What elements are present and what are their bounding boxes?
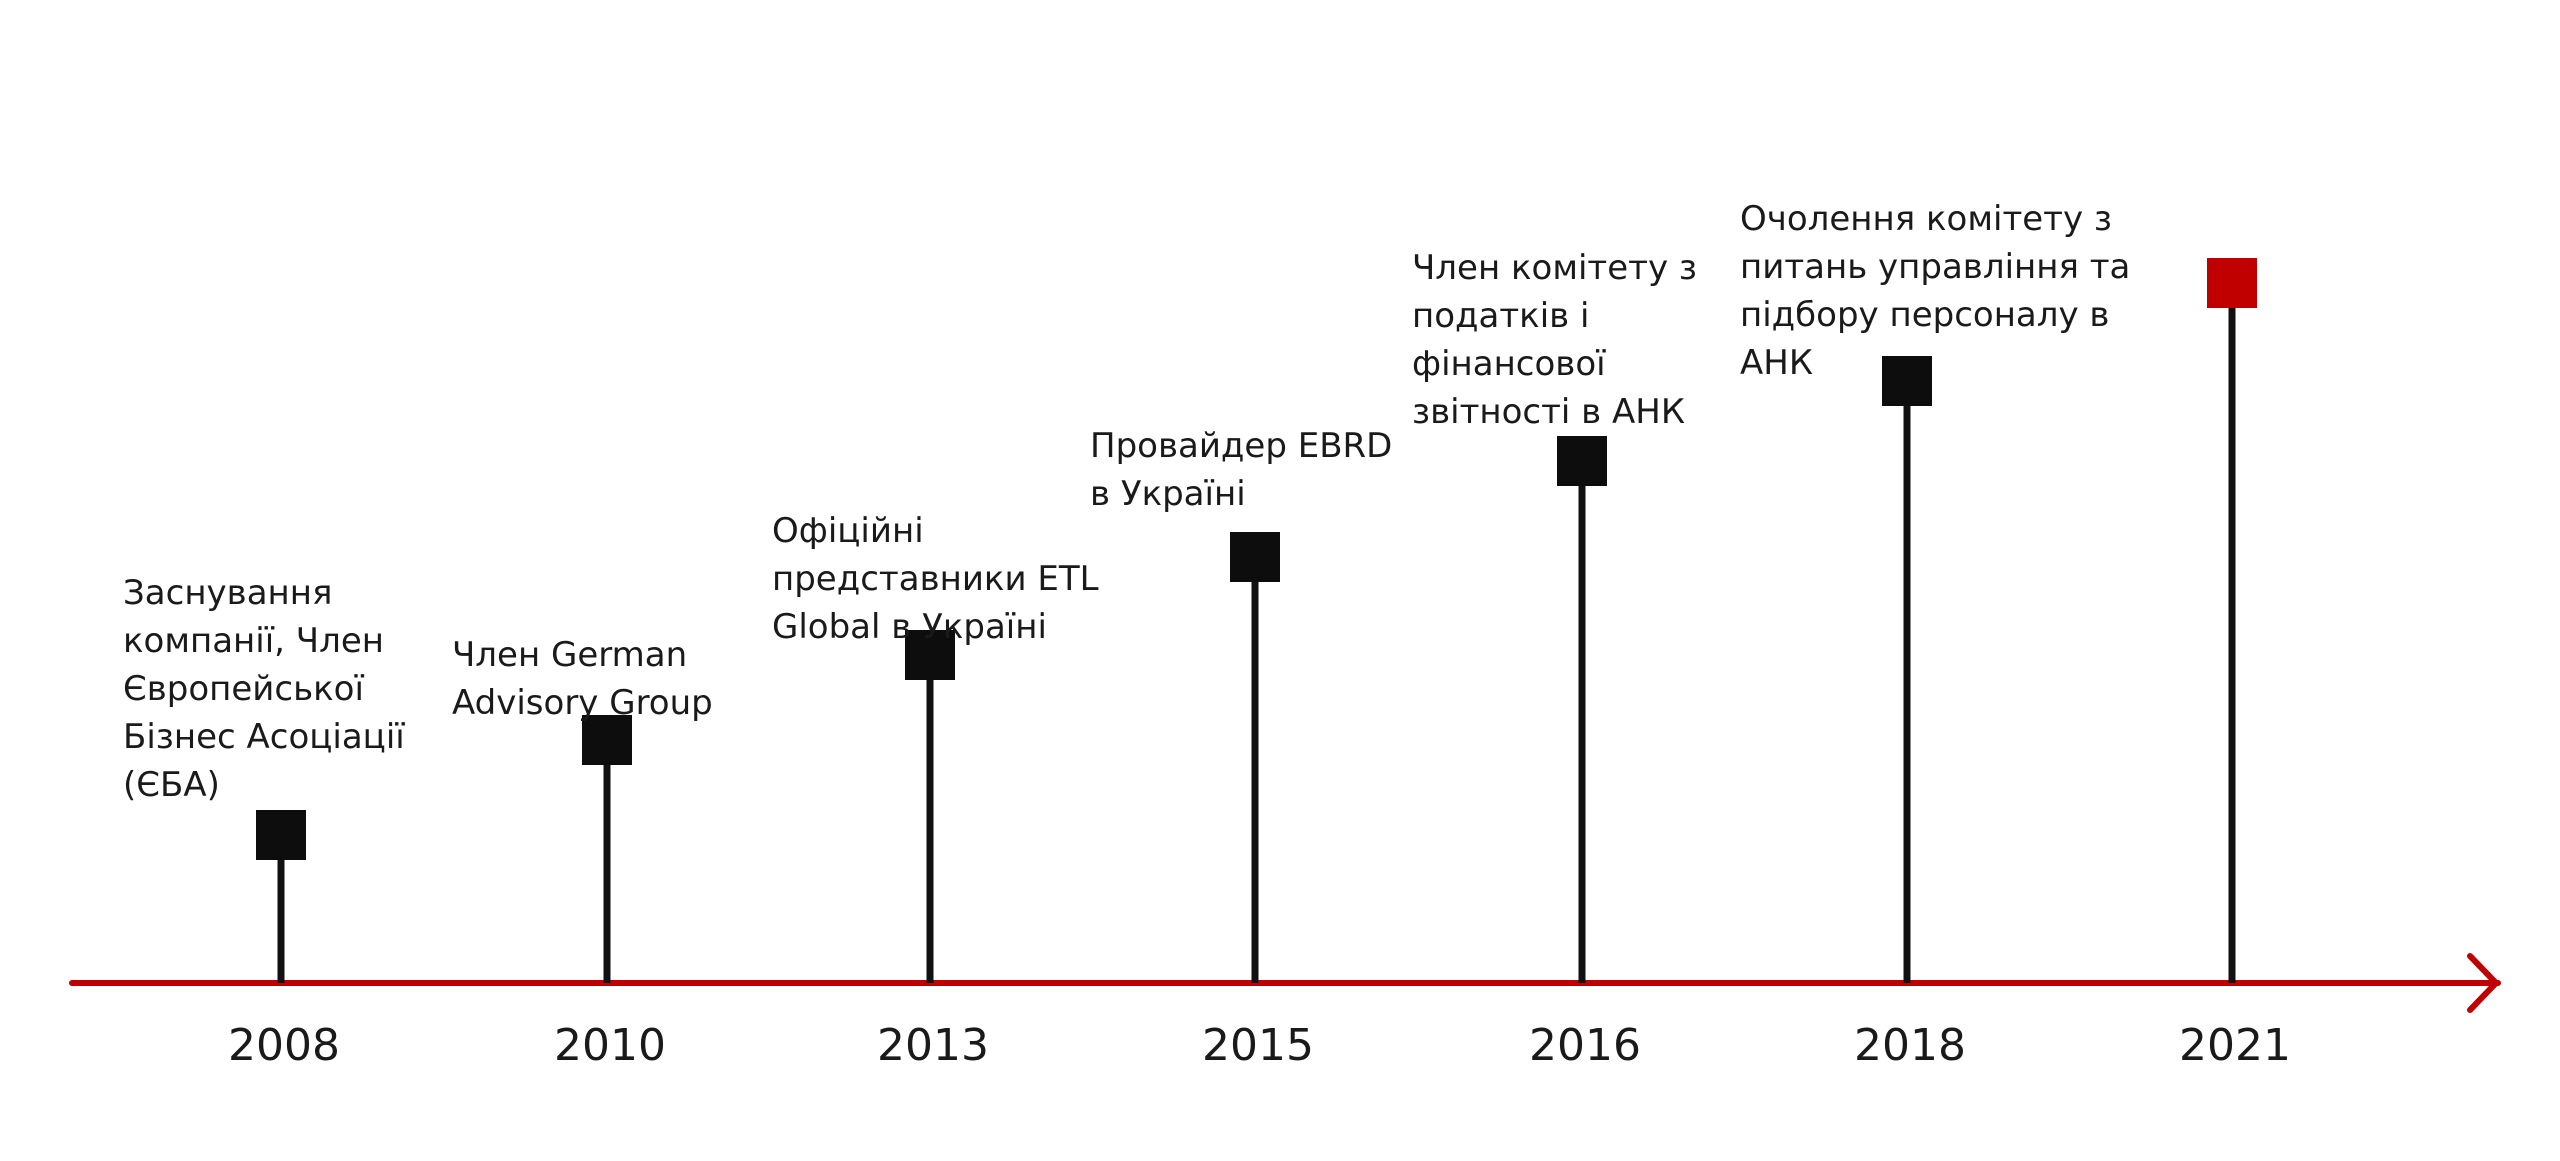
milestone-year: 2021 — [2179, 1020, 2291, 1071]
milestone-2015: Провайдер EBRD в Україні 2015 — [1090, 426, 1392, 1071]
milestone-2010: Член German Advisory Group 2010 — [452, 635, 713, 1071]
milestone-description-line: Офіційні — [772, 511, 924, 551]
milestone-description-line: АНК — [1740, 343, 1813, 383]
milestone-marker — [1882, 356, 1932, 406]
milestone-year: 2013 — [877, 1020, 989, 1071]
milestone-marker — [582, 715, 632, 765]
milestone-2013: Офіційні представники ETL Global в Україні… — [772, 511, 1099, 1071]
milestone-marker — [256, 810, 306, 860]
milestone-marker — [2207, 258, 2257, 308]
milestone-description: Офіційні представники ETL Global в Україні — [772, 511, 1099, 647]
milestone-year: 2018 — [1854, 1020, 1966, 1071]
milestone-marker — [1230, 532, 1280, 582]
milestone-year: 2010 — [554, 1020, 666, 1071]
milestone-2008: Заснування компанії, Член Європейської Бізн… — [123, 573, 405, 1071]
milestone-description-line: Провайдер EBRD — [1090, 426, 1392, 466]
milestone-2021: 2021 — [2179, 258, 2291, 1071]
milestone-description-line: Член комітету з — [1412, 248, 1697, 288]
milestone-description-line: звітності в АНК — [1412, 392, 1685, 432]
milestone-description-line: Advisory Group — [452, 683, 713, 723]
timeline-axis-arrowhead-icon — [2467, 953, 2499, 1013]
milestone-year: 2008 — [228, 1020, 340, 1071]
milestone-description-line: Очолення комітету з — [1740, 199, 2112, 239]
milestone-year: 2016 — [1529, 1020, 1641, 1071]
milestone-description: Член комітету з податків і фінансової звітн… — [1412, 248, 1697, 432]
milestone-description: Провайдер EBRD в Україні — [1090, 426, 1392, 514]
milestone-description-line: Заснування — [123, 573, 332, 613]
milestone-description: Член German Advisory Group — [452, 635, 713, 723]
milestone-description-line: Європейської — [123, 669, 364, 709]
milestone-description-line: податків і — [1412, 296, 1589, 336]
milestone-description-line: компанії, Член — [123, 621, 384, 661]
milestone-marker — [1557, 436, 1607, 486]
milestone-year: 2015 — [1202, 1020, 1314, 1071]
milestone-description: Очолення комітету з питань управління та п… — [1740, 199, 2130, 383]
milestone-description-line: підбору персоналу в — [1740, 295, 2109, 335]
milestone-description-line: Global в Україні — [772, 607, 1047, 647]
milestone-description-line: в Україні — [1090, 474, 1246, 514]
milestone-2018: Очолення комітету з питань управління та п… — [1740, 199, 2130, 1071]
milestones-group: Заснування компанії, Член Європейської Бізн… — [123, 199, 2291, 1071]
milestone-description-line: (ЄБА) — [123, 765, 220, 805]
milestone-2016: Член комітету з податків і фінансової звітн… — [1412, 248, 1697, 1071]
milestone-description-line: питань управління та — [1740, 247, 2130, 287]
milestone-description: Заснування компанії, Член Європейської Бізн… — [123, 573, 405, 805]
milestone-marker — [905, 630, 955, 680]
milestone-description-line: Член German — [452, 635, 687, 675]
milestone-description-line: представники ETL — [772, 559, 1099, 599]
milestone-description-line: Бізнес Асоціації — [123, 717, 405, 757]
milestone-description-line: фінансової — [1412, 344, 1606, 384]
